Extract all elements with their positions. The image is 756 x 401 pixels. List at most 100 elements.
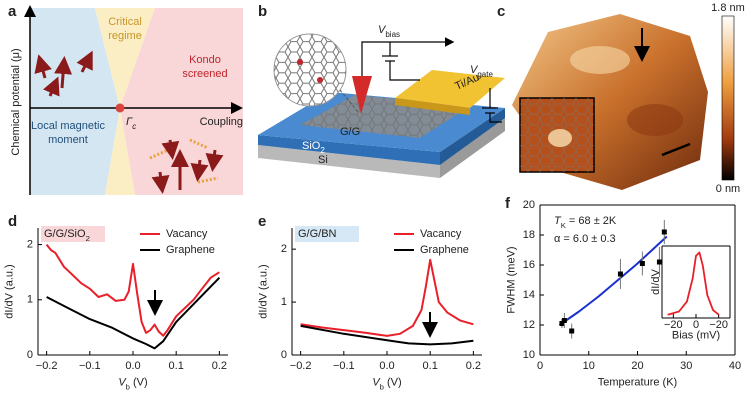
tag-background bbox=[41, 226, 105, 242]
region-label: regime bbox=[108, 30, 142, 42]
y-tick-label: 12 bbox=[523, 319, 535, 331]
region-critical bbox=[95, 8, 155, 108]
y-axis-label: Chemical potential (μ) bbox=[10, 48, 22, 155]
label: Vbias bbox=[378, 24, 400, 39]
electrons bbox=[149, 138, 219, 184]
legend-label: Graphene bbox=[420, 244, 469, 256]
line bbox=[300, 258, 474, 337]
annotation-part: T bbox=[554, 215, 562, 227]
panel-c: c 1.8 nm 0 nm bbox=[497, 2, 745, 195]
x-axis-label: Temperature (K) bbox=[598, 376, 677, 388]
y-axis-label: dI/dV (a.u.) bbox=[3, 264, 15, 318]
x-axis-label: Vb (V) bbox=[372, 376, 401, 391]
panel-label: a bbox=[8, 3, 17, 20]
x-tick-label: −20 bbox=[664, 319, 683, 331]
tag: G/G/SiO2 bbox=[44, 228, 90, 243]
panel-label: c bbox=[497, 3, 505, 20]
inset-line bbox=[667, 251, 720, 316]
panel-label: f bbox=[505, 195, 511, 212]
y-tick-label: 2 bbox=[281, 243, 287, 255]
panel-b: b Vbias Ti/Au Vgate G/G SiO2 Si bbox=[258, 3, 505, 178]
y-tick-label: 16 bbox=[523, 259, 535, 271]
line bbox=[300, 324, 474, 346]
y-tick-label: 1 bbox=[281, 296, 287, 308]
label-part: Γ bbox=[126, 116, 133, 128]
x-axis-label: Bias (mV) bbox=[672, 329, 720, 341]
x-tick-label: 10 bbox=[583, 360, 595, 372]
x-tick-label: 30 bbox=[680, 360, 692, 372]
label-part: SiO bbox=[302, 140, 321, 152]
x-tick-label: −20 bbox=[709, 319, 728, 331]
tag-part: 2 bbox=[86, 234, 90, 243]
tip bbox=[352, 76, 372, 114]
point bbox=[639, 261, 645, 266]
region-label: screened bbox=[182, 68, 227, 80]
point bbox=[559, 321, 565, 326]
annotation-part: = 68 ± 2K bbox=[566, 215, 617, 227]
label-part: c bbox=[132, 122, 136, 131]
topography-feature bbox=[570, 46, 630, 74]
y-tick-label: 2 bbox=[27, 238, 33, 250]
panel-label: e bbox=[258, 213, 266, 230]
x-tick-label: 0.0 bbox=[125, 360, 140, 372]
y-tick-label: 20 bbox=[523, 199, 535, 211]
x-tick-label: 0 bbox=[693, 319, 699, 331]
x-tick-label: −0.1 bbox=[333, 360, 355, 372]
label-part: 2 bbox=[320, 146, 325, 155]
annotation-part: K bbox=[561, 221, 567, 230]
region-critical bbox=[105, 108, 135, 195]
panel-label: d bbox=[8, 213, 17, 230]
x-tick-label: 40 bbox=[729, 360, 741, 372]
point bbox=[656, 259, 662, 265]
circuit bbox=[361, 37, 502, 123]
legend-label: Graphene bbox=[166, 244, 215, 256]
region-label: Kondo bbox=[189, 54, 221, 66]
oxide-side bbox=[440, 108, 505, 165]
si-side bbox=[440, 118, 505, 178]
y-tick-label: 10 bbox=[523, 349, 535, 361]
region-label: Critical bbox=[108, 16, 142, 28]
tag-part: G/G/SiO bbox=[44, 228, 86, 240]
y-axis-label: dI/dV (a.u.) bbox=[257, 264, 269, 318]
topography-feature bbox=[627, 104, 683, 136]
point bbox=[561, 318, 567, 323]
label-part: bias bbox=[385, 30, 400, 39]
region-label: Local magnetic bbox=[31, 120, 105, 132]
legend-label: Vacancy bbox=[420, 228, 462, 240]
x-tick-label: 0 bbox=[537, 360, 543, 372]
contact-front bbox=[395, 98, 470, 115]
fit-line bbox=[558, 235, 668, 326]
legend-label: Vacancy bbox=[166, 228, 208, 240]
region-local bbox=[30, 8, 120, 195]
x-axis-label-part: b bbox=[126, 382, 130, 391]
y-tick-label: 18 bbox=[523, 229, 535, 241]
panel-a: a Critical regime Kondo screened Local m… bbox=[8, 3, 243, 195]
label-part: V bbox=[378, 24, 387, 36]
x-axis-label-part: (V) bbox=[130, 376, 148, 388]
tag-background bbox=[295, 226, 359, 242]
line bbox=[46, 277, 221, 350]
critical-label: Γc bbox=[126, 116, 136, 131]
tag: G/G/BN bbox=[298, 228, 337, 240]
label-part: gate bbox=[477, 70, 493, 79]
lattice bbox=[274, 34, 346, 106]
x-tick-label: 0.2 bbox=[212, 360, 227, 372]
contact-top bbox=[395, 70, 505, 108]
inset-spot bbox=[548, 129, 572, 147]
x-axis-label-part: b bbox=[380, 382, 384, 391]
x-tick-label: 0.2 bbox=[466, 360, 481, 372]
x-tick-label: 20 bbox=[631, 360, 643, 372]
scale-bar bbox=[661, 142, 691, 157]
y-tick-label: 0 bbox=[281, 349, 287, 361]
x-tick-label: 0.1 bbox=[169, 360, 184, 372]
oxide-front bbox=[258, 135, 440, 165]
label: Si bbox=[318, 154, 328, 166]
y-axis-label: FWHM (meV) bbox=[505, 246, 517, 313]
colorbar bbox=[721, 15, 735, 181]
annotation: α = 6.0 ± 0.3 bbox=[554, 233, 616, 245]
label: SiO2 bbox=[302, 140, 325, 155]
label: Vgate bbox=[470, 64, 493, 79]
colorbar-label: 1.8 nm bbox=[711, 2, 745, 14]
region-label: moment bbox=[48, 134, 88, 146]
